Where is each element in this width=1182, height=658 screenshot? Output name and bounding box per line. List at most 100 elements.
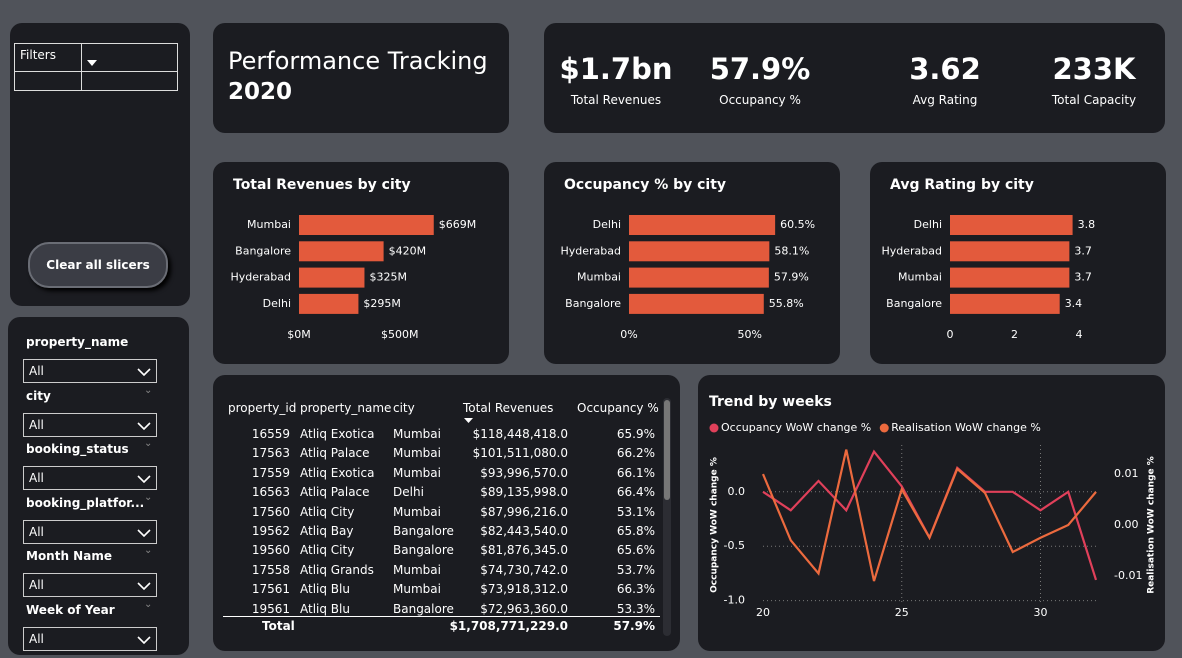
value-label: $325M — [369, 271, 407, 284]
page-title: Performance Tracking — [228, 47, 488, 75]
slicer-value: All — [29, 364, 44, 378]
table-cell: 66.2% — [616, 446, 655, 461]
slicer-value: All — [29, 417, 44, 432]
x-tick-label: 20 — [756, 606, 770, 619]
table-cell: $93,996,570.0 — [480, 465, 568, 480]
x-tick-label: 0 — [947, 328, 954, 341]
scrollbar-track — [663, 398, 671, 636]
category-label: Delhi — [914, 218, 942, 231]
value-label: $420M — [389, 244, 427, 257]
y-tick-label: -0.5 — [724, 539, 745, 552]
table-cell: 65.6% — [616, 543, 655, 558]
table-cell: $89,135,998.0 — [480, 485, 568, 500]
kpi-label: Total Revenues — [570, 93, 662, 107]
y2-axis-title: Realisation WoW change % — [1147, 456, 1157, 594]
kpi-label: Avg Rating — [912, 93, 978, 107]
table-cell: 19561 — [251, 601, 290, 616]
table-cell: $74,730,742.0 — [480, 562, 568, 577]
dropdown-chevron[interactable] — [137, 528, 151, 537]
table-cell: Atliq City — [300, 504, 355, 519]
bar — [299, 241, 384, 262]
category-label: Hyderabad — [882, 244, 943, 257]
table-cell: Atliq Blu — [300, 601, 350, 616]
dropdown-arrow[interactable] — [87, 60, 97, 66]
dropdown-chevron[interactable] — [137, 475, 151, 483]
table-cell: Atliq Palace — [300, 446, 370, 461]
legend-marker — [879, 423, 889, 433]
filters-table: Filters — [14, 43, 178, 91]
bar — [950, 293, 1060, 314]
title-panel — [213, 23, 509, 133]
category-label: Bangalore — [886, 297, 942, 310]
slicer-label: city — [26, 388, 51, 403]
chart-title: Trend by weeks — [709, 394, 832, 410]
table-cell: 66.4% — [616, 485, 655, 500]
x-tick-label: 2 — [1011, 328, 1018, 341]
x-tick-label: 4 — [1076, 328, 1083, 341]
dropdown-chevron[interactable] — [137, 421, 151, 430]
table-cell: Delhi — [393, 485, 424, 500]
table-cell: Atliq Exotica — [300, 465, 375, 480]
category-label: Bangalore — [235, 244, 291, 257]
table-cell: 53.1% — [616, 504, 655, 519]
chart-title: Avg Rating by city — [890, 177, 1034, 193]
slicer-dropdown[interactable]: All — [23, 359, 157, 383]
value-label: $295M — [363, 297, 401, 310]
chart-panel — [213, 162, 509, 364]
category-label: Bangalore — [565, 297, 621, 310]
kpi-label: Total Capacity — [1051, 93, 1137, 107]
value-label: $669M — [439, 218, 477, 231]
slicer-dropdown[interactable]: All — [23, 573, 157, 597]
x-tick-label: $0M — [287, 328, 311, 341]
bar — [299, 267, 365, 288]
slicer-dropdown[interactable]: All — [23, 412, 157, 437]
total-label: Total — [262, 619, 295, 633]
legend-label: Realisation WoW change % — [891, 421, 1041, 434]
slicer-dropdown[interactable]: All — [23, 626, 157, 651]
kpi-panel — [544, 23, 1165, 133]
series-line — [761, 449, 1097, 582]
table-cell: 65.9% — [616, 427, 655, 441]
table-cell: Bangalore — [393, 601, 454, 616]
bar — [629, 241, 770, 262]
table-cell: 16563 — [251, 485, 290, 500]
divider — [15, 71, 177, 72]
slicer-value: All — [29, 578, 44, 592]
table-cell: Mumbai — [393, 582, 441, 597]
kpi-value: $1.7bn — [559, 52, 673, 86]
table-cell: $73,918,312.0 — [480, 582, 568, 597]
scrollbar-thumb[interactable] — [664, 400, 670, 500]
clear-slicers-button[interactable]: Clear all slicers — [28, 242, 168, 288]
x-tick-label: 50% — [738, 328, 762, 341]
table-cell: 65.8% — [616, 524, 655, 538]
slicer-chevron: ⌄ — [144, 545, 153, 556]
table-cell: 16559 — [251, 427, 290, 441]
x-tick-label: $500M — [381, 328, 419, 341]
sort-arrow[interactable] — [464, 418, 473, 423]
slicer-dropdown[interactable]: All — [23, 519, 157, 544]
y2-tick-label: 0.01 — [1114, 467, 1139, 480]
dropdown-chevron[interactable] — [137, 582, 151, 590]
chart-panel — [870, 162, 1166, 364]
slicer-label: Month Name — [26, 549, 112, 563]
x-tick-label: 30 — [1034, 606, 1048, 619]
table-cell: 17560 — [251, 504, 290, 519]
table-cell: Atliq Grands — [300, 562, 374, 577]
dropdown-chevron[interactable] — [137, 368, 151, 376]
table-cell: Mumbai — [393, 465, 441, 480]
chart-panel — [544, 162, 840, 364]
slicer-chevron: ⌄ — [144, 384, 153, 396]
category-label: Hyderabad — [561, 244, 622, 257]
category-label: Mumbai — [247, 218, 291, 231]
table-cell: Mumbai — [393, 446, 441, 461]
kpi-label: Occupancy % — [719, 93, 801, 107]
dropdown-chevron[interactable] — [137, 635, 151, 644]
column-header: city — [393, 401, 415, 415]
bar — [950, 215, 1073, 235]
page-year: 2020 — [228, 79, 293, 105]
table-cell: $87,996,216.0 — [480, 504, 568, 519]
value-label: 55.8% — [769, 297, 804, 310]
table-cell: Atliq Bay — [300, 524, 354, 538]
bar — [950, 267, 1070, 288]
slicer-dropdown[interactable]: All — [23, 466, 157, 490]
